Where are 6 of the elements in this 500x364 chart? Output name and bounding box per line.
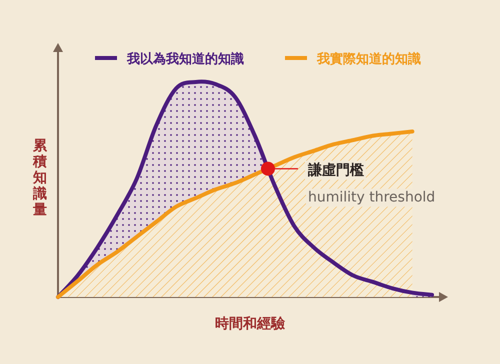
y-axis-title: 累積知識量 [32,138,48,218]
annotation: humility threshold [308,190,436,206]
legend-label: 我以為我知道的知識 [126,51,244,67]
annotation: 謙虛門檻 [306,162,364,179]
legend-label: 我實際知道的知識 [316,51,421,67]
x-axis-title: 時間和經驗 [215,316,286,332]
